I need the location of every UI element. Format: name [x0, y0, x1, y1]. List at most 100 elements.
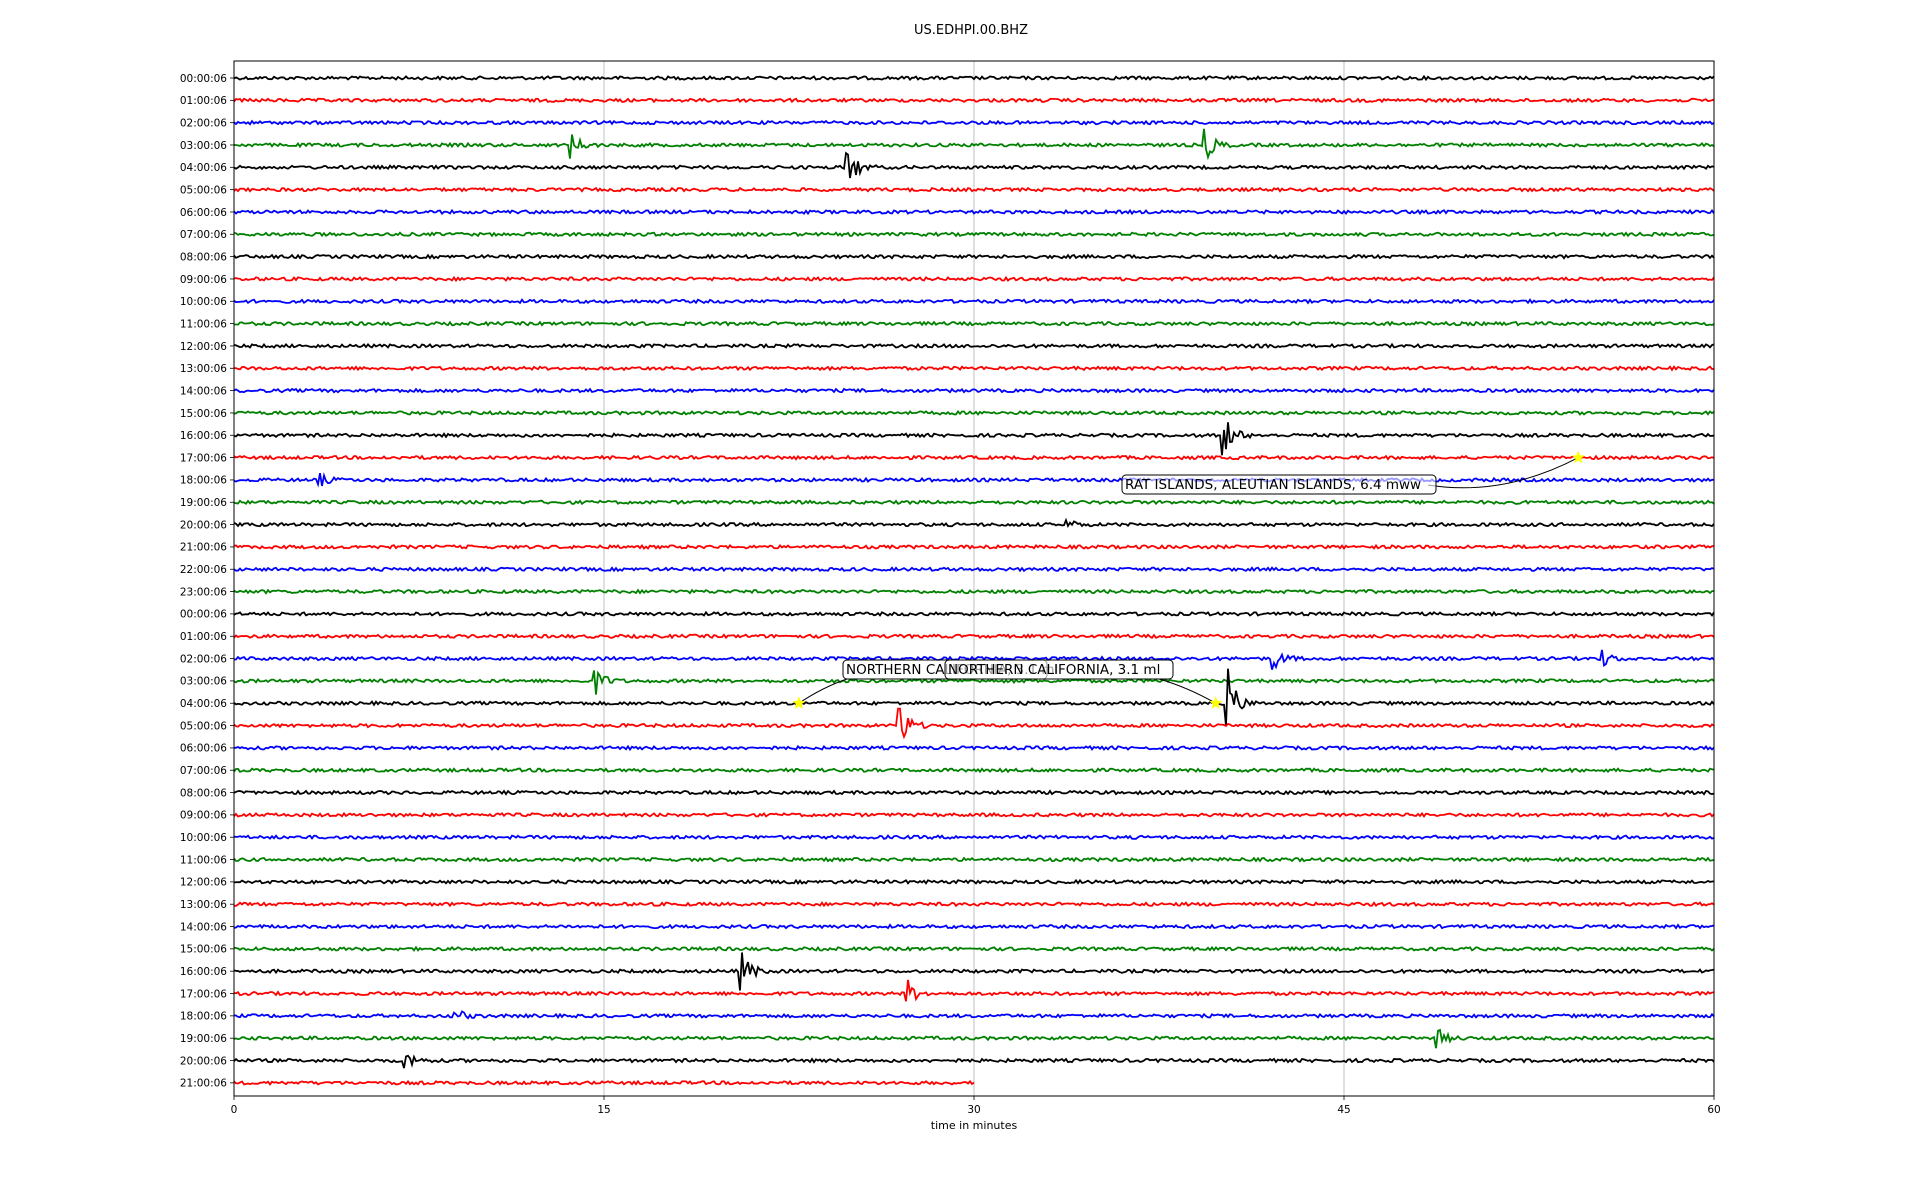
event-star-marker	[1209, 696, 1223, 709]
trace-row-5	[233, 186, 1715, 193]
row-time-label: 14:00:06	[180, 921, 227, 933]
trace-row-1	[233, 97, 1715, 104]
row-time-label: 16:00:06	[180, 966, 227, 978]
trace-row-40	[233, 952, 1715, 991]
trace-row-25	[233, 633, 1715, 640]
trace-row-22	[233, 566, 1715, 573]
row-time-label: 06:00:06	[180, 743, 227, 755]
trace-row-44	[233, 1054, 1715, 1069]
row-time-label: 10:00:06	[180, 832, 227, 844]
row-time-label: 17:00:06	[180, 452, 227, 464]
row-time-label: 20:00:06	[180, 519, 227, 531]
trace-row-31	[233, 767, 1715, 774]
trace-lines	[233, 74, 1715, 1086]
x-axis-ticks: 0 15 30 45 60	[231, 1096, 1721, 1116]
trace-row-2	[233, 119, 1715, 126]
event-label: RAT ISLANDS, ALEUTIAN ISLANDS, 6.4 mww	[1125, 477, 1421, 493]
trace-row-34	[233, 834, 1715, 841]
row-time-label: 03:00:06	[180, 676, 227, 688]
trace-row-28	[233, 668, 1715, 727]
row-time-label: 15:00:06	[180, 408, 227, 420]
chart-title: US.EDHPI.00.BHZ	[914, 23, 1028, 38]
trace-row-33	[233, 811, 1715, 818]
row-time-label: 04:00:06	[180, 162, 227, 174]
row-time-label: 23:00:06	[180, 586, 227, 598]
row-time-label: 04:00:06	[180, 698, 227, 710]
row-time-label: 01:00:06	[180, 631, 227, 643]
trace-row-9	[233, 275, 1715, 283]
event-star-marker	[1571, 450, 1585, 464]
trace-row-43	[233, 1028, 1715, 1049]
trace-row-4	[233, 151, 1715, 179]
row-time-label: 07:00:06	[180, 765, 227, 777]
x-tick-label: 60	[1707, 1104, 1720, 1116]
trace-row-41	[233, 979, 1715, 1002]
trace-row-38	[233, 923, 1715, 930]
trace-row-45	[233, 1079, 975, 1086]
x-tick-label: 15	[597, 1104, 610, 1116]
trace-row-19	[233, 499, 1715, 506]
row-time-label: 19:00:06	[180, 1033, 227, 1045]
x-axis-label: time in minutes	[931, 1119, 1018, 1132]
trace-row-11	[234, 320, 1715, 327]
trace-row-42	[233, 1010, 1715, 1020]
event-annotations: RAT ISLANDS, ALEUTIAN ISLANDS, 6.4 mww NO…	[792, 450, 1585, 709]
row-time-label: 18:00:06	[180, 1011, 227, 1023]
row-time-label: 11:00:06	[180, 318, 227, 330]
trace-row-3	[233, 128, 1715, 161]
trace-row-23	[233, 588, 1714, 595]
row-time-label: 01:00:06	[180, 95, 227, 107]
row-time-label: 17:00:06	[180, 988, 227, 1000]
plot-frame	[233, 60, 1715, 1097]
event-leader-line	[798, 678, 848, 704]
trace-row-17	[233, 454, 1715, 461]
trace-row-14	[233, 387, 1715, 394]
row-time-label: 13:00:06	[180, 899, 227, 911]
row-time-label: 16:00:06	[180, 430, 227, 442]
trace-row-37	[234, 901, 1715, 908]
trace-row-20	[233, 517, 1715, 528]
row-time-label: 18:00:06	[180, 475, 227, 487]
event-leader-line	[1427, 457, 1579, 489]
row-time-label: 13:00:06	[180, 363, 227, 375]
row-time-label: 21:00:06	[180, 542, 227, 554]
row-time-label: 12:00:06	[180, 877, 227, 889]
trace-row-8	[233, 253, 1715, 260]
trace-row-32	[233, 789, 1715, 796]
row-time-label: 08:00:06	[180, 251, 227, 263]
row-time-label: 00:00:06	[180, 609, 227, 621]
trace-row-18	[233, 472, 1714, 488]
event-leader-line	[1158, 678, 1216, 704]
x-tick-label: 0	[231, 1104, 238, 1116]
x-tick-label: 45	[1337, 1104, 1350, 1116]
trace-row-27	[233, 670, 1715, 695]
trace-row-12	[233, 342, 1715, 349]
row-time-label: 02:00:06	[180, 653, 227, 665]
row-time-label: 09:00:06	[180, 810, 227, 822]
row-time-label: 11:00:06	[180, 854, 227, 866]
event-label-box	[1121, 474, 1437, 495]
trace-row-30	[233, 744, 1715, 752]
row-time-label: 20:00:06	[180, 1055, 227, 1067]
trace-row-15	[233, 409, 1715, 417]
row-time-label: 00:00:06	[180, 73, 227, 85]
trace-row-13	[233, 365, 1715, 372]
trace-row-6	[233, 208, 1715, 216]
event-star-marker	[792, 696, 806, 709]
trace-row-21	[233, 543, 1715, 551]
vertical-grid	[603, 61, 1345, 1096]
trace-row-26	[234, 649, 1715, 670]
event-label: NORTHERN CALIFORNIA, 3.1 ml	[948, 662, 1160, 678]
row-time-label: 05:00:06	[180, 184, 227, 196]
row-time-label: 22:00:06	[180, 564, 227, 576]
trace-row-24	[233, 610, 1715, 618]
row-time-label: 05:00:06	[180, 720, 227, 732]
trace-row-16	[233, 422, 1715, 456]
row-time-label: 19:00:06	[180, 497, 227, 509]
trace-row-29	[233, 707, 1715, 740]
row-time-label: 02:00:06	[180, 117, 227, 129]
row-time-label: 14:00:06	[180, 385, 227, 397]
row-time-label: 07:00:06	[180, 229, 227, 241]
event-label-box	[944, 659, 1174, 680]
